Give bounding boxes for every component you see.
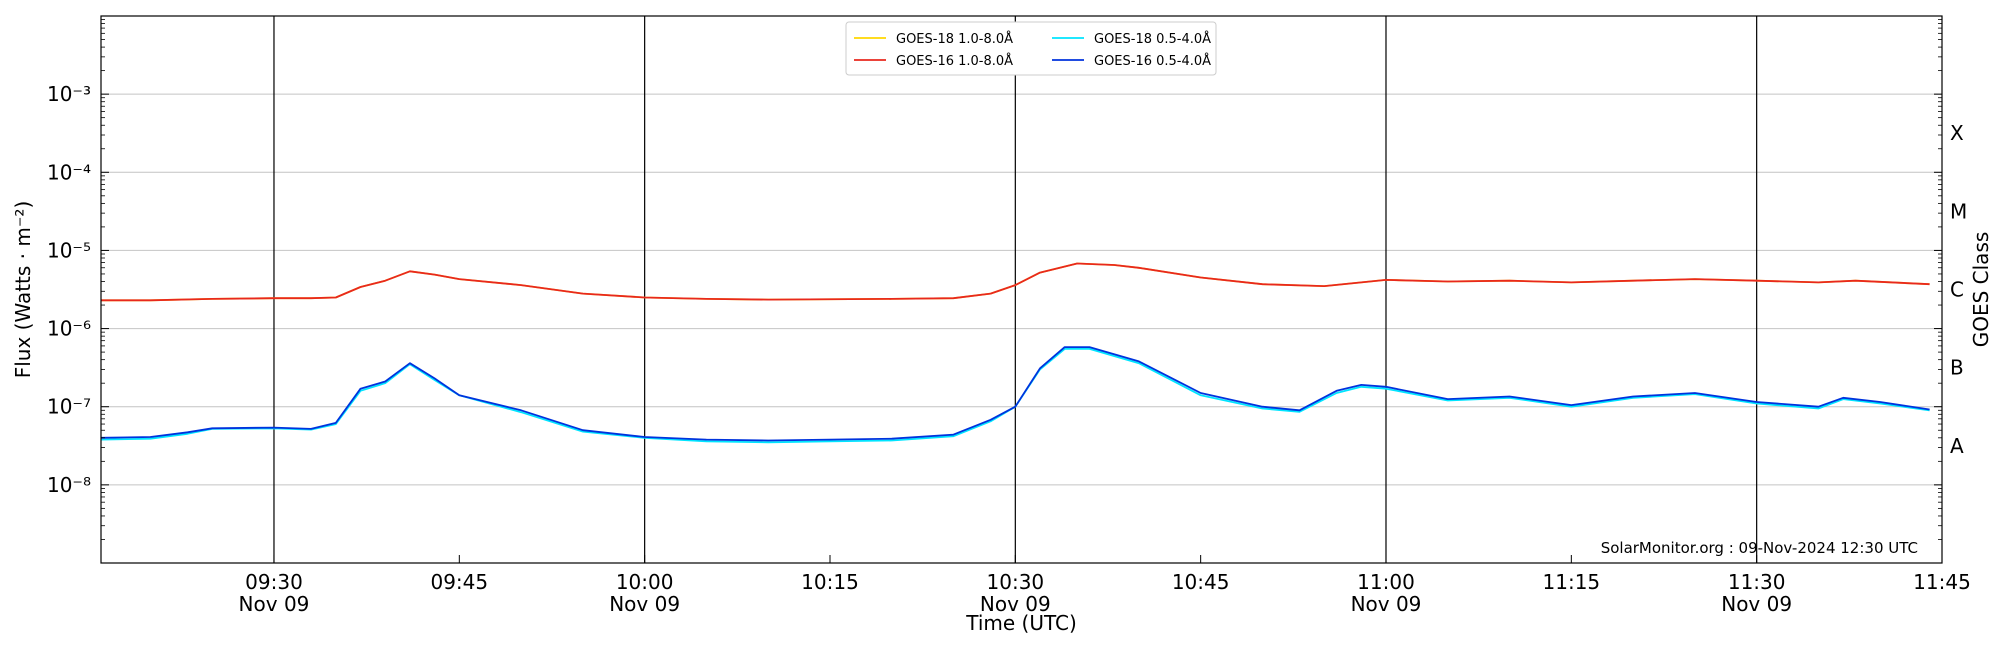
- y-tick-label: 10⁻⁷: [47, 395, 91, 419]
- x-tick-sublabel: Nov 09: [1721, 592, 1792, 616]
- legend-box: [845, 21, 1217, 76]
- x-tick-label: 11:30: [1728, 570, 1786, 594]
- goes-class-label: B: [1950, 356, 1964, 380]
- legend-label: GOES-18 0.5-4.0Å: [1094, 31, 1211, 47]
- x-tick-label: 11:45: [1913, 570, 1971, 594]
- x-tick-sublabel: Nov 09: [980, 592, 1051, 616]
- legend-label: GOES-16 1.0-8.0Å: [896, 53, 1013, 69]
- goes-class-axis-title: GOES Class: [1969, 232, 1993, 348]
- y-tick-label: 10⁻⁵: [47, 238, 91, 262]
- y-tick-labels: 10⁻⁸ 10⁻⁷ 10⁻⁶ 10⁻⁵ 10⁻⁴ 10⁻³: [47, 82, 91, 497]
- plot-frame: [100, 15, 1943, 564]
- source-annotation: SolarMonitor.org : 09-Nov-2024 12:30 UTC: [1601, 539, 1918, 557]
- x-tick-label: 11:00: [1357, 570, 1415, 594]
- axis-ticks: [101, 19, 1943, 563]
- goes-class-labels: A B C M X: [1950, 121, 1967, 458]
- x-tick-sublabel: Nov 09: [239, 592, 310, 616]
- y-tick-label: 10⁻³: [47, 82, 91, 106]
- goes-class-label: M: [1950, 199, 1967, 223]
- goes-class-label: A: [1950, 434, 1964, 458]
- y-tick-label: 10⁻⁶: [47, 317, 91, 341]
- x-tick-label: 10:30: [987, 570, 1045, 594]
- x-tick-label: 10:45: [1172, 570, 1230, 594]
- x-tick-label: 11:15: [1543, 570, 1601, 594]
- y-axis-title: Flux (Watts · m⁻²): [11, 201, 35, 379]
- x-tick-label: 09:30: [245, 570, 303, 594]
- legend-label: GOES-18 1.0-8.0Å: [896, 31, 1013, 47]
- x-axis-title: Time (UTC): [965, 611, 1077, 635]
- x-tick-sublabel: Nov 09: [609, 592, 680, 616]
- series-line-4: [100, 346, 1930, 442]
- y-tick-label: 10⁻⁸: [47, 473, 91, 497]
- legend-label: GOES-16 0.5-4.0Å: [1094, 53, 1211, 69]
- series-lines: [100, 262, 1930, 444]
- goes-class-label: C: [1950, 278, 1964, 302]
- x-tick-sublabel: Nov 09: [1351, 592, 1422, 616]
- x-tick-label: 10:15: [801, 570, 859, 594]
- y-tick-label: 10⁻⁴: [47, 160, 91, 184]
- series-line-2: [101, 262, 1930, 302]
- goes-class-label: X: [1950, 121, 1964, 145]
- vertical-marker-lines: [273, 16, 1758, 563]
- legend: GOES-18 1.0-8.0Å GOES-18 0.5-4.0Å GOES-16 …: [845, 21, 1217, 76]
- x-tick-label: 10:00: [616, 570, 674, 594]
- x-tick-label: 09:45: [430, 570, 488, 594]
- grid-lines: [101, 93, 1942, 486]
